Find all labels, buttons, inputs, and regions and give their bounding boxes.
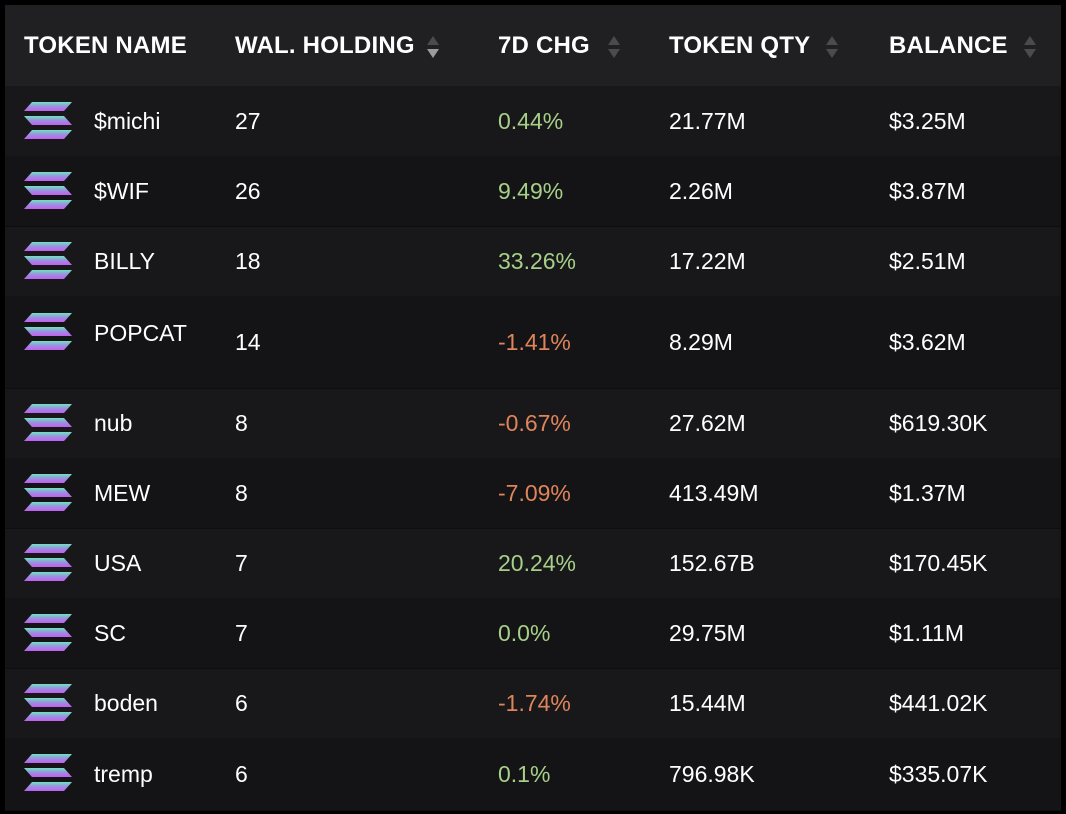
- solana-logo-icon: [24, 172, 72, 209]
- solana-logo-icon: [24, 242, 72, 279]
- wallet-holding: 6: [235, 689, 248, 716]
- change-7d: -1.74%: [498, 689, 571, 716]
- table-row[interactable]: POPCAT 14 -1.41% 8.29M $3.62M: [5, 296, 1061, 389]
- sort-arrows-icon[interactable]: [1023, 35, 1036, 58]
- wallet-holding: 8: [235, 479, 248, 506]
- token-qty: 29.75M: [669, 619, 746, 646]
- column-header-label: BALANCE: [889, 31, 1008, 59]
- token-qty: 15.44M: [669, 689, 746, 716]
- balance: $335.07K: [889, 760, 988, 787]
- column-header-7d-chg[interactable]: 7D CHG: [498, 5, 620, 86]
- sort-ascending-icon: [1023, 35, 1036, 45]
- token-name: BILLY: [94, 247, 155, 274]
- sort-arrows-icon[interactable]: [426, 35, 439, 58]
- change-7d: 20.24%: [498, 549, 577, 576]
- token-name: USA: [94, 549, 142, 576]
- column-header-token-qty[interactable]: TOKEN QTY: [669, 5, 839, 86]
- column-header-label: TOKEN NAME: [24, 31, 187, 59]
- balance: $619.30K: [889, 409, 988, 436]
- solana-logo-icon: [24, 474, 72, 511]
- change-7d: -0.67%: [498, 409, 571, 436]
- solana-logo-icon: [24, 102, 72, 139]
- token-holdings-table: TOKEN NAME WAL. HOLDING 7D CHG TOKEN QTY: [5, 5, 1061, 811]
- token-qty: 413.49M: [669, 479, 759, 506]
- balance: $3.87M: [889, 177, 966, 204]
- table-row[interactable]: MEW 8 -7.09% 413.49M $1.37M: [5, 458, 1061, 529]
- token-qty: 2.26M: [669, 177, 733, 204]
- column-header-label: WAL. HOLDING: [235, 31, 415, 59]
- table-row[interactable]: $michi 27 0.44% 21.77M $3.25M: [5, 86, 1061, 157]
- table-header: TOKEN NAME WAL. HOLDING 7D CHG TOKEN QTY: [5, 5, 1061, 86]
- balance: $3.25M: [889, 107, 966, 134]
- token-qty: 17.22M: [669, 247, 746, 274]
- wallet-holding: 27: [235, 107, 261, 134]
- column-header-label: TOKEN QTY: [669, 31, 811, 59]
- change-7d: 33.26%: [498, 247, 577, 274]
- sort-descending-icon: [826, 48, 839, 58]
- table-row[interactable]: $WIF 26 9.49% 2.26M $3.87M: [5, 156, 1061, 227]
- table-row[interactable]: USA 7 20.24% 152.67B $170.45K: [5, 528, 1061, 599]
- column-header-token-name[interactable]: TOKEN NAME: [24, 5, 187, 86]
- token-name: boden: [94, 689, 158, 716]
- token-qty: 27.62M: [669, 409, 746, 436]
- balance: $2.51M: [889, 247, 966, 274]
- token-name: $michi: [94, 107, 161, 134]
- change-7d: -7.09%: [498, 479, 571, 506]
- change-7d: 0.1%: [498, 760, 551, 787]
- balance: $1.37M: [889, 479, 966, 506]
- token-name: nub: [94, 409, 133, 436]
- token-name: MEW: [94, 479, 151, 506]
- sort-descending-icon: [1023, 48, 1036, 58]
- balance: $170.45K: [889, 549, 988, 576]
- token-name: SC: [94, 619, 126, 646]
- sort-descending-icon: [426, 48, 439, 58]
- token-name: POPCAT: [94, 320, 187, 346]
- column-header-balance[interactable]: BALANCE: [889, 5, 1036, 86]
- solana-logo-icon: [24, 404, 72, 441]
- balance: $3.62M: [889, 328, 966, 355]
- change-7d: 0.0%: [498, 619, 551, 646]
- wallet-holding: 14: [235, 328, 261, 355]
- solana-logo-icon: [24, 684, 72, 721]
- wallet-holding: 7: [235, 619, 248, 646]
- sort-arrows-icon[interactable]: [826, 35, 839, 58]
- table-row[interactable]: nub 8 -0.67% 27.62M $619.30K: [5, 388, 1061, 459]
- wallet-holding: 6: [235, 760, 248, 787]
- sort-ascending-icon: [826, 35, 839, 45]
- sort-ascending-icon: [607, 35, 620, 45]
- table-row[interactable]: boden 6 -1.74% 15.44M $441.02K: [5, 668, 1061, 739]
- token-qty: 152.67B: [669, 549, 755, 576]
- solana-logo-icon: [24, 614, 72, 651]
- table-row[interactable]: tremp 6 0.1% 796.98K $335.07K: [5, 738, 1061, 811]
- balance: $441.02K: [889, 689, 988, 716]
- wallet-holding: 7: [235, 549, 248, 576]
- token-name: $WIF: [94, 177, 149, 204]
- column-header-wal-holding[interactable]: WAL. HOLDING: [235, 5, 439, 86]
- solana-logo-icon: [24, 754, 72, 791]
- solana-logo-icon: [24, 544, 72, 581]
- sort-ascending-icon: [426, 35, 439, 45]
- token-name: tremp: [94, 760, 153, 787]
- solana-logo-icon: [24, 313, 72, 350]
- balance: $1.11M: [889, 619, 965, 646]
- sort-arrows-icon[interactable]: [607, 35, 620, 58]
- table-row[interactable]: SC 7 0.0% 29.75M $1.11M: [5, 598, 1061, 669]
- change-7d: 0.44%: [498, 107, 564, 134]
- wallet-holding: 26: [235, 177, 261, 204]
- wallet-holding: 8: [235, 409, 248, 436]
- wallet-holding: 18: [235, 247, 261, 274]
- change-7d: -1.41%: [498, 328, 571, 355]
- token-qty: 21.77M: [669, 107, 746, 134]
- table-row[interactable]: BILLY 18 33.26% 17.22M $2.51M: [5, 226, 1061, 297]
- token-qty: 796.98K: [669, 760, 755, 787]
- sort-descending-icon: [607, 48, 620, 58]
- change-7d: 9.49%: [498, 177, 564, 204]
- token-qty: 8.29M: [669, 328, 733, 355]
- column-header-label: 7D CHG: [498, 31, 590, 59]
